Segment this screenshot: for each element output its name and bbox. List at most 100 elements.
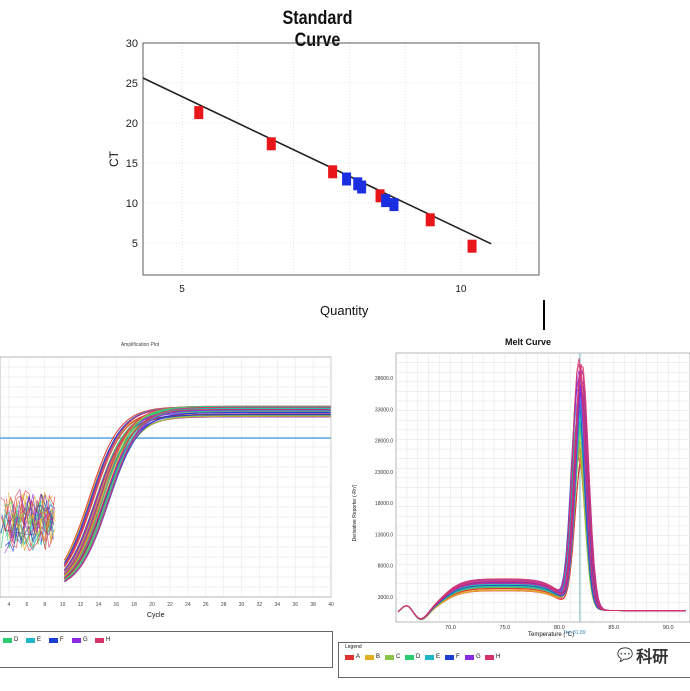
amp-noise-trace (0, 493, 54, 545)
melt-legend-label: C (396, 654, 401, 660)
sc-y-tick-label: 15 (126, 158, 138, 170)
melt-legend-item: B (365, 654, 380, 660)
amp-legend-item: F (49, 637, 64, 643)
melt-y-tick-label: 3000.0 (378, 595, 394, 601)
melt-legend-swatch (385, 654, 394, 660)
amp-x-tick-label: 6 (25, 602, 28, 608)
amp-legend-label: F (60, 637, 64, 643)
melt-x-tick-label: 90.0 (663, 625, 674, 631)
melt-legend-swatch (405, 654, 414, 660)
sc-y-tick-label: 30 (126, 38, 138, 50)
melt-x-tick-label: 80.0 (554, 625, 565, 631)
divider-line (543, 300, 545, 330)
melt-tm-label: Tm: 81.89 (563, 630, 586, 636)
melt-legend-label: D (416, 654, 421, 660)
amp-legend-swatch (3, 637, 12, 643)
melt-title: Melt Curve (505, 337, 552, 347)
amp-legend-label: H (106, 637, 111, 643)
melt-y-tick-label: 33000.0 (375, 407, 393, 413)
sc-y-tick-label: 10 (126, 198, 138, 210)
melt-legend-item: C (385, 654, 400, 660)
melt-legend-swatch (445, 654, 454, 660)
melt-legend-label: G (476, 654, 481, 660)
melt-y-tick-label: 38000.0 (375, 376, 393, 382)
amp-noise-trace (8, 494, 54, 552)
wechat-icon: 💬 (617, 647, 634, 662)
sc-y-tick-label: 5 (132, 238, 138, 250)
melt-legend-label: A (356, 654, 361, 660)
melt-legend: Legend A B C D E F G H (338, 642, 690, 678)
sc-point-standards (375, 189, 385, 203)
amp-noise-trace (8, 499, 54, 548)
melt-x-tick-label: 85.0 (608, 625, 619, 631)
amp-noise-trace (3, 501, 53, 546)
amplification-xlabel: Cycle (147, 612, 165, 619)
amplification-legend: D E F G H (0, 631, 333, 668)
amp-noise-trace (7, 488, 53, 535)
sc-point-standards (328, 165, 338, 179)
amp-x-tick-label: 4 (8, 602, 11, 608)
amp-x-tick-label: 22 (167, 602, 173, 608)
melt-legend-title: Legend (345, 644, 362, 650)
amp-noise-trace (4, 495, 54, 554)
amp-noise-trace (0, 490, 54, 550)
standard-curve-title: Standard Curve (282, 8, 353, 51)
amp-curve (64, 405, 331, 578)
melt-curve-chart: Melt Curve 3000.0 8000.0 13000.0 18000.0 230… (335, 335, 690, 678)
sc-y-tick-label: 25 (126, 78, 138, 90)
sc-point-standards (425, 213, 435, 227)
melt-legend-item: A (345, 654, 360, 660)
sc-point-standards (467, 239, 477, 253)
amp-legend-swatch (95, 637, 104, 643)
standard-curve-plot: 5 10 15 20 25 30 5 10 (126, 38, 540, 295)
amp-x-tick-label: 26 (203, 602, 209, 608)
amp-legend-item: E (26, 637, 41, 643)
amp-legend-item: H (95, 637, 110, 643)
melt-x-tick-label: 70.0 (445, 625, 456, 631)
melt-legend-item: H (485, 654, 500, 660)
amplification-plot-chart: Amplification Plot 4 6 8 10 12 14 16 18 20 22 24 26… (0, 335, 340, 675)
amp-legend-swatch (49, 637, 58, 643)
melt-legend-item: G (465, 654, 481, 660)
melt-legend-item: D (405, 654, 420, 660)
melt-y-tick-label: 18000.0 (375, 501, 393, 507)
amp-x-tick-label: 30 (239, 602, 245, 608)
amp-noise-trace (4, 495, 54, 553)
standard-curve-xlabel: Quantity (320, 303, 369, 318)
watermark-text: 科研 (636, 649, 669, 666)
standard-curve-ylabel: CT (107, 151, 121, 167)
amplification-title: Amplification Plot (120, 342, 160, 348)
amp-x-tick-label: 12 (78, 602, 84, 608)
melt-legend-swatch (465, 654, 474, 660)
standard-curve-chart: Standard Curve 5 10 15 20 25 30 5 10 CT Quantit… (0, 0, 690, 330)
melt-ylabel: Derivative Reporter (-Rn') (352, 484, 358, 542)
watermark: 💬 科研 (617, 643, 668, 667)
amp-x-tick-label: 8 (43, 602, 46, 608)
amp-x-tick-label: 38 (310, 602, 316, 608)
melt-y-tick-label: 8000.0 (378, 564, 394, 570)
melt-legend-swatch (345, 654, 354, 660)
amp-noise-trace (11, 508, 53, 540)
melt-legend-label: B (376, 654, 381, 660)
sc-x-tick-label: 10 (455, 284, 467, 295)
melt-legend-swatch (485, 654, 494, 660)
melt-legend-label: F (456, 654, 460, 660)
melt-legend-swatch (425, 654, 434, 660)
melt-xlabel: Temperature (°C) (528, 632, 575, 638)
amp-legend-item: D (3, 637, 18, 643)
amp-legend-item: G (72, 637, 88, 643)
amp-noise-trace (8, 493, 54, 538)
amp-x-tick-label: 16 (114, 602, 120, 608)
sc-point-standards (194, 106, 204, 120)
melt-legend-swatch (365, 654, 374, 660)
amp-legend-swatch (72, 637, 81, 643)
melt-curve (397, 364, 686, 620)
sc-point-samples (389, 198, 399, 212)
sc-plot-frame (142, 42, 540, 276)
melt-legend-item: F (445, 654, 460, 660)
amp-curve (64, 414, 331, 580)
amp-noise-trace (7, 491, 53, 551)
amp-legend-swatch (26, 637, 35, 643)
amp-x-tick-label: 32 (257, 602, 263, 608)
amp-x-tick-label: 14 (96, 602, 102, 608)
